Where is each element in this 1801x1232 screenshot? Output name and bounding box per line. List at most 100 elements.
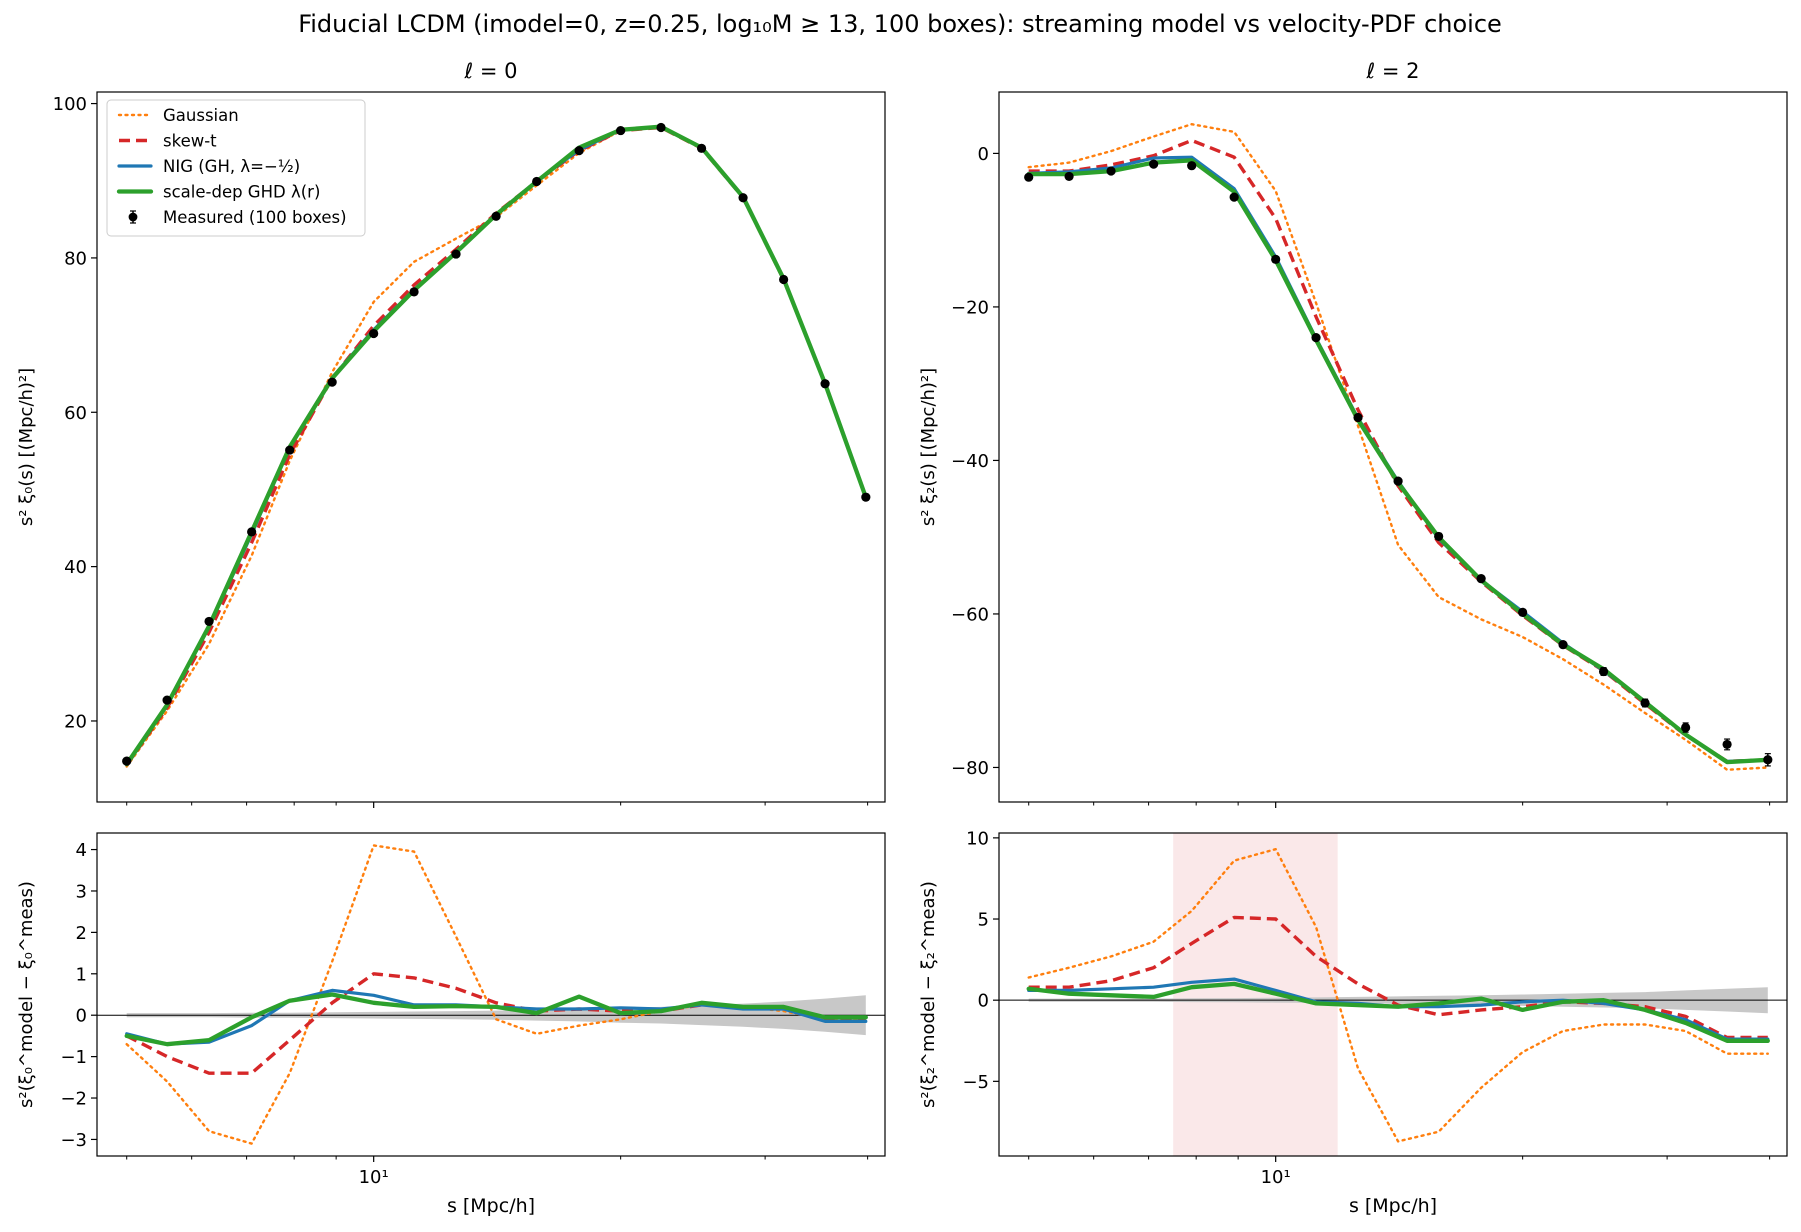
measured-marker	[1106, 166, 1116, 176]
legend-label: NIG (GH, λ=−½)	[163, 157, 300, 176]
measured-point	[122, 756, 132, 766]
series-gaussian-line	[1027, 122, 1770, 771]
measured-point	[1763, 753, 1773, 767]
legend-entry-skewt: skew-t	[119, 132, 217, 151]
measured-point	[1598, 666, 1609, 677]
series-ghd-line	[1026, 158, 1770, 765]
y-tick-label: −1	[60, 1047, 87, 1068]
panel-quadrupole: −80 −60 −40 −20 0 ℓ = 2 s² ξ₂(s) [(Mpc/h)²]	[918, 59, 1788, 808]
measured-marker	[696, 143, 707, 153]
measured-marker	[1681, 722, 1691, 733]
y-tick-label: 0	[76, 1006, 87, 1027]
measured-marker	[616, 125, 626, 136]
y-tick-label: −3	[60, 1130, 87, 1151]
measured-marker	[1353, 412, 1363, 423]
measured-marker	[162, 695, 172, 705]
measured-marker	[1229, 192, 1239, 202]
measured-point	[162, 695, 172, 705]
y-tick-label: 0	[978, 991, 989, 1012]
measured-marker	[1024, 172, 1034, 182]
series-gaussian-line	[1027, 848, 1770, 1143]
y-tick-label: −40	[951, 451, 989, 472]
measured-point	[491, 211, 501, 221]
axes-frame	[998, 91, 1788, 803]
series-ghd-line	[1026, 981, 1770, 1043]
measured-point	[1681, 722, 1691, 733]
measured-marker	[779, 274, 789, 285]
measured-point	[1064, 171, 1074, 182]
figure-title: Fiducial LCDM (imodel=0, z=0.25, log₁₀M …	[298, 10, 1502, 38]
measured-point	[247, 527, 257, 537]
axes-frame	[96, 832, 886, 1157]
y-tick-label: −20	[951, 297, 989, 318]
series-nig-line	[1027, 155, 1770, 763]
measured-point	[1518, 607, 1528, 618]
measured-point	[820, 379, 830, 389]
y-tick-label: 1	[76, 964, 87, 985]
y-tick-label: 80	[64, 248, 87, 269]
measured-point	[1558, 640, 1568, 650]
legend-entry-gaussian: Gaussian	[117, 106, 239, 125]
measured-marker	[820, 379, 830, 389]
measured-marker	[1598, 666, 1609, 677]
legend-label: scale-dep GHD λ(r)	[163, 183, 320, 202]
y-tick-label: 10	[966, 828, 989, 849]
y-tick-label: −80	[951, 758, 989, 779]
y-tick-label: 100	[53, 94, 87, 115]
measured-point	[1149, 159, 1159, 169]
panel-monopole: 20 40 60 80 100 ℓ = 0 s² ξ₀(s) [(Mpc/h)²]	[16, 59, 886, 808]
y-tick-label: 0	[978, 144, 989, 165]
x-axis-label: s [Mpc/h]	[1349, 1195, 1437, 1217]
measured-point	[616, 125, 626, 136]
series-skewt-line	[1028, 138, 1768, 763]
measured-marker	[451, 249, 461, 259]
measured-marker	[1434, 531, 1444, 542]
plot-area	[122, 122, 871, 768]
series-ghd-line	[124, 992, 868, 1047]
measured-marker	[1640, 698, 1650, 708]
measured-marker	[369, 328, 379, 339]
measured-marker	[409, 287, 419, 297]
measured-point	[1353, 412, 1363, 423]
panel-quadrupole-residuals: −5 0 5 10 10¹ s²(ξ₂^model − ξ₂^meas) s [Mpc/h]	[918, 828, 1788, 1217]
measured-point	[1229, 192, 1239, 202]
measured-marker	[1558, 640, 1568, 650]
measured-marker	[204, 616, 214, 627]
y-axis-label: s²(ξ₂^model − ξ₂^meas)	[918, 881, 939, 1108]
measured-point	[1311, 333, 1321, 343]
plot-area	[1024, 122, 1773, 771]
measured-point	[409, 287, 419, 297]
measured-point	[656, 122, 666, 133]
panel-monopole-residuals: −3 −2 −1 0 1 2 3 4 10¹ s²(ξ₀^model − ξ₀^meas) s [M…	[16, 832, 886, 1217]
series-nig-line	[1027, 977, 1770, 1041]
measured-marker	[1476, 574, 1486, 584]
measured-marker	[861, 492, 871, 502]
legend-marker	[128, 212, 138, 222]
y-tick-label: 3	[76, 881, 87, 902]
legend-label: skew-t	[163, 132, 217, 151]
measured-marker	[738, 193, 748, 203]
measured-marker	[574, 146, 584, 156]
legend-frame	[106, 99, 366, 237]
legend-entry-nig: NIG (GH, λ=−½)	[117, 157, 300, 176]
legend-label: Measured (100 boxes)	[163, 208, 347, 227]
measured-point	[1434, 531, 1444, 542]
measured-point	[779, 274, 789, 285]
measured-point	[532, 176, 542, 187]
plot-area	[999, 833, 1787, 1156]
y-axis-label: s²(ξ₀^model − ξ₀^meas)	[16, 881, 37, 1108]
y-tick-label: 20	[64, 711, 87, 732]
y-tick-label: −2	[60, 1089, 87, 1110]
x-axis-label: s [Mpc/h]	[447, 1195, 535, 1217]
measured-point	[574, 146, 584, 156]
panel-title: ℓ = 2	[1366, 59, 1420, 83]
measured-point	[1393, 476, 1403, 486]
measured-marker	[1149, 159, 1159, 169]
measured-point	[738, 193, 748, 203]
measured-marker	[247, 527, 257, 537]
measured-point	[1271, 254, 1281, 264]
legend: Gaussian skew-t NIG (GH, λ=−½) scale-dep GH…	[106, 99, 366, 237]
y-tick-label: 4	[76, 840, 87, 861]
measured-point	[285, 445, 295, 455]
measured-point	[1187, 161, 1197, 171]
